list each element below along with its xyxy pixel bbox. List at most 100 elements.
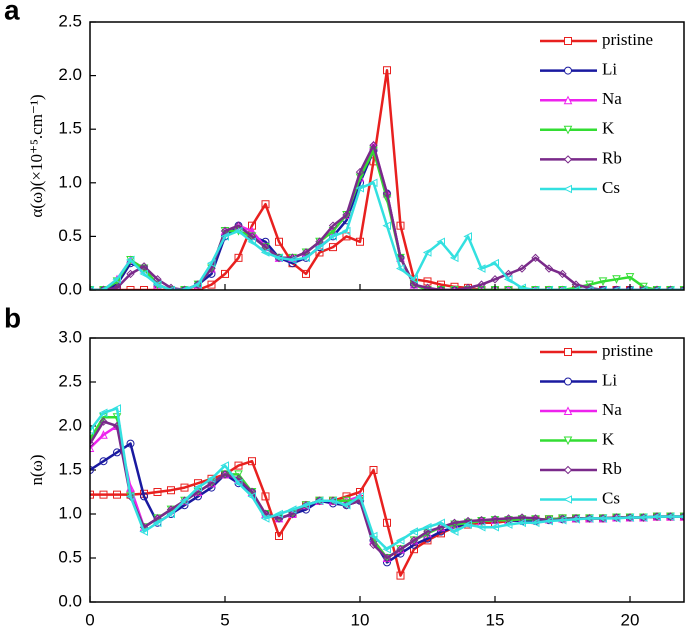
marker: [328, 496, 337, 506]
legend-marker: [564, 37, 572, 45]
marker: [422, 248, 432, 257]
marker: [274, 253, 283, 263]
marker: [396, 253, 405, 263]
marker: [126, 286, 135, 290]
marker: [314, 242, 324, 252]
marker: [558, 286, 567, 290]
marker: [125, 255, 135, 265]
y-axis-label: α(ω)(×10⁺⁵.cm⁻¹): [27, 94, 46, 217]
marker: [139, 262, 149, 271]
x-tick-label: 10: [351, 610, 370, 629]
marker: [409, 536, 419, 545]
marker: [287, 505, 297, 514]
legend-label: K: [602, 119, 615, 138]
legend-label: Rb: [602, 148, 622, 167]
marker: [382, 221, 391, 230]
marker: [396, 544, 405, 554]
marker: [558, 515, 567, 524]
marker: [221, 269, 229, 278]
marker: [503, 274, 513, 284]
marker: [112, 274, 121, 284]
marker: [368, 178, 378, 188]
marker: [152, 280, 162, 289]
marker: [504, 286, 513, 290]
marker: [301, 500, 310, 510]
marker: [504, 514, 513, 523]
marker: [652, 512, 661, 521]
marker: [207, 280, 216, 289]
marker: [329, 243, 337, 252]
marker: [152, 518, 162, 528]
marker: [247, 492, 256, 501]
marker: [247, 237, 256, 247]
marker: [531, 286, 540, 290]
marker: [423, 286, 432, 290]
marker: [544, 286, 554, 290]
marker: [665, 512, 675, 521]
marker: [530, 518, 540, 528]
marker: [558, 269, 567, 279]
legend-marker: [563, 436, 573, 446]
marker: [167, 486, 175, 495]
marker: [260, 248, 270, 257]
marker: [179, 285, 189, 290]
y-tick-label: 3.0: [58, 327, 82, 346]
marker: [450, 285, 459, 290]
marker: [90, 439, 95, 448]
marker: [193, 280, 203, 289]
legend-label: Li: [602, 60, 617, 79]
marker: [382, 553, 392, 563]
marker: [544, 515, 554, 525]
marker: [544, 516, 553, 526]
marker: [463, 286, 473, 290]
panel-label: b: [4, 302, 21, 333]
legend-label: Cs: [602, 178, 620, 197]
marker: [301, 253, 310, 263]
marker: [90, 466, 94, 474]
legend-label: Cs: [602, 488, 620, 507]
marker: [126, 439, 135, 448]
marker: [639, 282, 648, 290]
marker: [383, 66, 391, 75]
marker: [140, 492, 148, 501]
y-tick-label: 1.5: [58, 119, 82, 138]
legend-marker: [564, 66, 572, 75]
plot-frame: [89, 21, 685, 291]
marker: [233, 226, 243, 236]
marker: [477, 286, 486, 290]
marker: [125, 492, 135, 501]
legend-marker: [564, 377, 572, 386]
series-line: [90, 149, 684, 290]
marker: [261, 200, 270, 209]
marker: [476, 264, 486, 273]
series-line: [90, 181, 684, 290]
marker: [383, 518, 391, 527]
marker: [248, 221, 256, 230]
marker: [409, 280, 419, 289]
marker: [275, 237, 283, 246]
legend-marker: [563, 495, 572, 504]
marker: [126, 269, 135, 279]
marker: [99, 430, 108, 439]
marker: [369, 466, 378, 474]
marker: [422, 522, 432, 532]
marker: [395, 264, 405, 273]
marker: [328, 232, 337, 241]
marker: [206, 258, 216, 268]
marker: [126, 492, 135, 501]
marker: [126, 255, 135, 265]
marker: [517, 264, 527, 273]
legend-marker: [563, 125, 573, 135]
legend-marker: [563, 406, 573, 415]
legend-marker: [563, 465, 573, 475]
marker: [341, 500, 351, 510]
marker: [382, 544, 391, 554]
marker: [193, 483, 202, 492]
marker: [490, 275, 500, 284]
marker: [612, 513, 621, 522]
marker: [180, 483, 189, 492]
legend-label: Na: [602, 400, 622, 419]
panel-label: a: [4, 0, 20, 25]
marker: [112, 283, 122, 290]
